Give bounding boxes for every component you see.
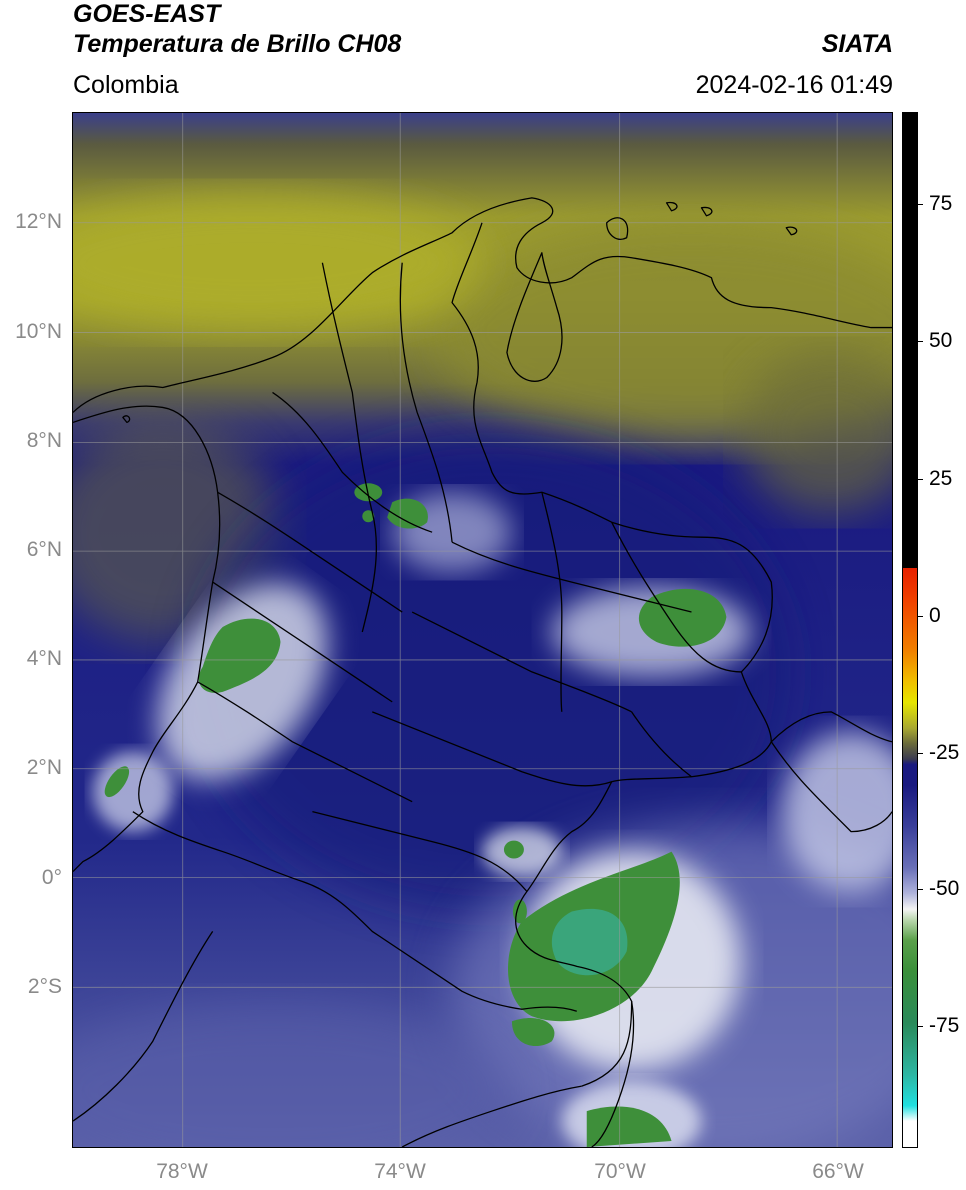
colorbar	[902, 112, 918, 1148]
lat-label: 2°S	[27, 975, 62, 998]
colorbar-label: 25	[929, 467, 953, 490]
lat-label: 12°N	[15, 210, 62, 233]
temperature-field	[73, 113, 892, 1147]
lon-label: 70°W	[594, 1160, 646, 1183]
datetime-label: 2024-02-16 01:49	[695, 71, 893, 99]
product-title: Temperatura de Brillo CH08	[73, 30, 402, 58]
lat-label: 0°	[41, 866, 62, 889]
colorbar-label: 75	[929, 192, 953, 215]
lon-label: 66°W	[812, 1160, 864, 1183]
colorbar-label: -25	[929, 741, 960, 764]
region-label: Colombia	[73, 71, 179, 99]
lat-label: 4°N	[26, 647, 62, 670]
lat-label: 2°N	[26, 756, 62, 779]
lon-label: 78°W	[156, 1160, 208, 1183]
lat-label: 10°N	[15, 320, 62, 343]
lon-label: 74°W	[374, 1160, 426, 1183]
colorbar-label: -75	[929, 1014, 960, 1037]
organization-label: SIATA	[821, 30, 893, 58]
colorbar-label: 50	[929, 329, 953, 352]
satellite-map	[72, 112, 893, 1148]
cold-core	[198, 618, 281, 693]
colorbar-label: -50	[929, 877, 960, 900]
graticule	[73, 113, 892, 1147]
satellite-title: GOES-EAST	[73, 0, 221, 28]
lat-label: 8°N	[26, 429, 62, 452]
lat-label: 6°N	[26, 538, 62, 561]
colorbar-label: 0	[929, 604, 941, 627]
boundaries	[73, 197, 892, 1147]
